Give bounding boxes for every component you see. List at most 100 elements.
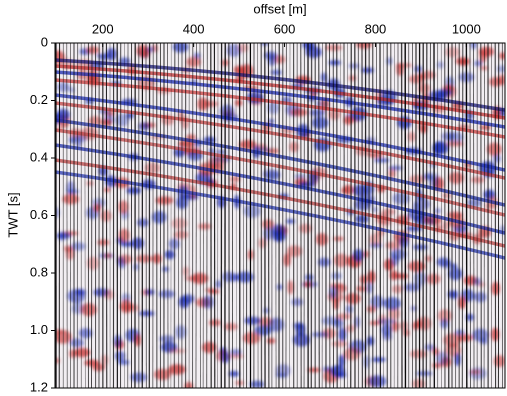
amplitude-blob	[190, 272, 209, 284]
y-tick-label: 0.8	[30, 264, 48, 279]
amplitude-blob	[338, 354, 345, 368]
amplitude-blob	[234, 99, 243, 107]
amplitude-blob	[356, 43, 373, 49]
amplitude-blob	[267, 101, 280, 115]
amplitude-blob	[78, 328, 93, 339]
amplitude-blob	[103, 187, 111, 192]
amplitude-blob	[204, 287, 216, 292]
amplitude-blob	[202, 295, 215, 309]
amplitude-blob	[132, 263, 140, 271]
amplitude-blob	[381, 323, 392, 336]
amplitude-blob	[361, 67, 375, 74]
amplitude-blob	[55, 329, 72, 344]
amplitude-blob	[332, 236, 345, 241]
amplitude-blob	[324, 44, 343, 51]
amplitude-blob	[368, 375, 387, 388]
amplitude-blob	[242, 331, 261, 344]
amplitude-blob	[492, 154, 501, 163]
amplitude-blob	[311, 116, 329, 129]
amplitude-blob	[243, 204, 261, 218]
amplitude-blob	[86, 180, 94, 186]
amplitude-blob	[146, 46, 155, 52]
amplitude-blob	[66, 189, 80, 194]
amplitude-blob	[228, 370, 240, 377]
amplitude-blob	[432, 347, 440, 356]
amplitude-blob	[298, 223, 313, 234]
amplitude-blob	[370, 295, 385, 309]
reflection-band	[55, 128, 505, 217]
amplitude-blob	[363, 250, 370, 258]
amplitude-blob	[454, 329, 465, 336]
traces	[55, 43, 503, 388]
amplitude-blob	[436, 61, 445, 69]
amplitude-blob	[395, 63, 413, 68]
amplitude-blob	[276, 284, 283, 291]
amplitude-blob	[420, 123, 427, 134]
amplitude-blob	[86, 256, 100, 270]
amplitude-blob	[359, 274, 368, 285]
amplitude-blob	[309, 109, 326, 117]
reflection-band	[55, 78, 505, 139]
amplitude-blob	[391, 284, 403, 294]
amplitude-blob	[159, 335, 175, 343]
amplitude-blob	[138, 310, 155, 317]
amplitude-blob	[388, 165, 404, 171]
amplitude-blob	[373, 158, 391, 163]
amplitude-blob	[307, 367, 321, 373]
amplitude-blob	[121, 293, 131, 303]
reflection-band	[55, 58, 505, 112]
amplitude-blob	[138, 122, 150, 131]
amplitude-blob	[427, 216, 436, 226]
amplitude-blob	[330, 272, 342, 280]
amplitude-blob	[268, 317, 285, 332]
amplitude-blob	[229, 176, 241, 182]
amplitude-blob	[180, 294, 195, 304]
reflection-band	[55, 64, 505, 120]
amplitude-blob	[75, 288, 86, 296]
amplitude-blob	[381, 208, 396, 216]
amplitude-blob	[100, 354, 109, 366]
seismic-image	[55, 43, 505, 388]
amplitude-blob	[369, 320, 381, 326]
amplitude-blob	[369, 233, 382, 246]
amplitude-blob	[65, 247, 75, 260]
amplitude-blob	[118, 200, 129, 214]
amplitude-blob	[268, 119, 275, 124]
amplitude-blob	[74, 347, 91, 358]
reflection-band	[55, 170, 505, 260]
reflection-band	[55, 143, 505, 235]
amplitude-blob	[385, 241, 401, 250]
amplitude-blob	[174, 325, 187, 339]
amplitude-blob	[158, 290, 175, 299]
amplitude-blob	[441, 192, 452, 199]
amplitude-blob	[440, 318, 449, 329]
amplitude-blob	[352, 184, 368, 197]
amplitude-blob	[104, 289, 115, 300]
amplitude-blob	[419, 70, 436, 80]
x-tick-label: 200	[92, 21, 114, 36]
amplitude-blob	[457, 334, 473, 342]
amplitude-blob	[343, 347, 361, 361]
amplitude-blob	[119, 241, 134, 247]
amplitude-blob	[407, 131, 416, 142]
amplitude-blob	[256, 147, 271, 153]
amplitude-blob	[116, 256, 125, 265]
amplitude-blob	[135, 254, 153, 263]
amplitude-blob	[472, 328, 489, 342]
amplitude-blob	[275, 373, 288, 378]
amplitude-blob	[186, 57, 202, 67]
amplitude-blob	[399, 321, 409, 331]
amplitude-blob	[383, 297, 402, 310]
reflection-band	[55, 93, 505, 172]
amplitude-blob	[426, 273, 441, 285]
reflection-band	[55, 101, 505, 180]
amplitude-blob	[265, 171, 281, 181]
amplitude-blob	[155, 196, 174, 205]
x-tick-label: 600	[274, 21, 296, 36]
amplitude-blob	[126, 187, 142, 195]
amplitude-blob	[399, 235, 409, 249]
amplitude-blob	[56, 232, 71, 240]
amplitude-blob	[226, 43, 241, 57]
amplitude-blob	[388, 169, 396, 179]
